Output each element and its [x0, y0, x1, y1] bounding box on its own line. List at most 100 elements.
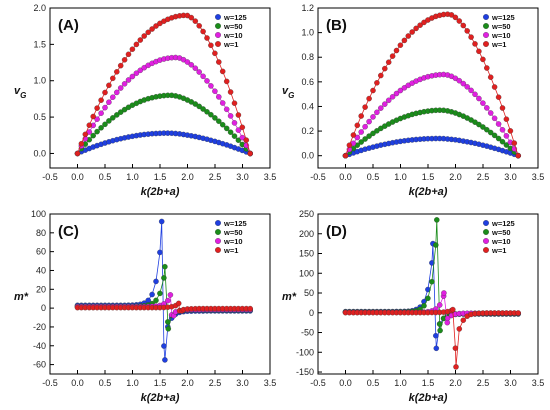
data-point	[495, 135, 502, 142]
data-point	[98, 97, 104, 103]
data-point	[216, 59, 222, 65]
data-point	[476, 95, 482, 102]
y-tick-label: 100	[31, 209, 46, 219]
data-point	[362, 123, 368, 130]
legend-label: w=10	[223, 31, 243, 40]
data-point	[90, 132, 96, 139]
x-tick-label: 1.0	[394, 172, 407, 182]
data-point	[235, 112, 242, 118]
data-point	[106, 118, 112, 124]
x-tick-label: 1.0	[394, 378, 407, 388]
legend-marker	[215, 229, 221, 235]
data-point	[188, 14, 195, 21]
x-tick-label: 3.0	[504, 172, 517, 182]
y-tick-label: 0.4	[301, 101, 314, 111]
legend-label: w=1	[491, 246, 506, 255]
legend-label: w=10	[491, 31, 511, 40]
data-point	[499, 138, 506, 145]
data-point	[421, 303, 427, 309]
data-point	[231, 100, 238, 106]
legend-label: w=125	[223, 219, 247, 228]
legend-marker	[215, 41, 221, 47]
panel-label: (B)	[326, 17, 347, 34]
x-tick-label: 0.5	[99, 378, 112, 388]
data-point	[219, 121, 226, 128]
legend-label: w=125	[491, 13, 515, 22]
y-tick-label: 0.6	[301, 77, 314, 87]
legend-label: w=50	[491, 228, 511, 237]
y-tick-label: 1.0	[33, 76, 46, 86]
data-point	[227, 89, 234, 95]
x-tick-label: 0.0	[339, 172, 352, 182]
y-tick-label: 250	[299, 209, 314, 219]
data-point	[223, 106, 230, 113]
data-point	[382, 101, 388, 107]
legend-label: w=50	[223, 22, 243, 31]
plot-frame	[49, 7, 271, 169]
y-tick-label: 0.5	[33, 112, 46, 122]
panel-a: -0.5 0.0 0.5 1.0 1.5 2.0 2.5 3.0 3.5 0.0 0.5 1.0 1.5…	[14, 3, 276, 198]
data-point	[184, 59, 191, 65]
data-point	[137, 67, 144, 74]
data-point	[362, 136, 368, 142]
data-point	[223, 78, 230, 85]
legend-marker	[215, 23, 221, 29]
data-point	[484, 126, 490, 133]
data-point	[94, 105, 100, 111]
data-point	[495, 94, 502, 100]
data-point	[153, 23, 159, 29]
data-point	[196, 23, 202, 29]
data-point	[98, 110, 104, 116]
y-tick-label: 150	[299, 249, 314, 259]
data-point	[94, 116, 100, 122]
data-point	[425, 295, 431, 302]
data-point	[460, 317, 467, 323]
y-tick-label: 1.5	[33, 39, 46, 49]
data-point	[425, 286, 431, 293]
data-point	[342, 152, 349, 159]
x-tick-label: -0.5	[310, 172, 326, 182]
x-tick-label: 1.0	[126, 172, 139, 182]
x-tick-label: 3.5	[532, 378, 545, 388]
y-axis-label: vG	[282, 85, 294, 100]
data-point	[433, 345, 440, 352]
data-point	[460, 80, 467, 87]
x-tick-label: -0.5	[42, 378, 58, 388]
data-point	[145, 29, 151, 36]
data-point	[515, 152, 521, 159]
x-tick-label: 3.0	[504, 378, 517, 388]
data-point	[239, 124, 246, 131]
data-point	[385, 97, 392, 104]
data-point	[491, 115, 498, 122]
data-point	[165, 297, 171, 304]
y-tick-label: 1.0	[301, 28, 314, 38]
plot-frame	[317, 213, 539, 375]
data-point	[515, 310, 521, 316]
data-point	[231, 120, 238, 126]
data-point	[157, 249, 163, 256]
data-point	[137, 37, 144, 43]
legend-label: w=10	[223, 237, 243, 246]
data-point	[370, 87, 376, 94]
data-point	[110, 75, 116, 82]
y-tick-label: 100	[299, 268, 314, 278]
data-point	[429, 278, 435, 285]
data-point	[464, 84, 470, 90]
x-axis-label: k(2b+a)	[409, 392, 448, 404]
data-point	[86, 122, 93, 128]
data-point	[117, 85, 124, 91]
x-axis-label: k(2b+a)	[141, 186, 180, 198]
data-point	[223, 125, 230, 132]
x-tick-label: 1.5	[422, 378, 435, 388]
legend-marker	[483, 220, 489, 226]
legend-marker	[215, 247, 221, 253]
data-point	[196, 103, 202, 110]
data-point	[378, 72, 384, 79]
y-tick-label: 50	[304, 288, 314, 298]
data-point	[227, 129, 234, 135]
data-point	[133, 70, 140, 76]
data-point	[452, 14, 459, 21]
data-point	[114, 112, 120, 118]
data-point	[200, 106, 206, 112]
data-point	[453, 364, 459, 370]
